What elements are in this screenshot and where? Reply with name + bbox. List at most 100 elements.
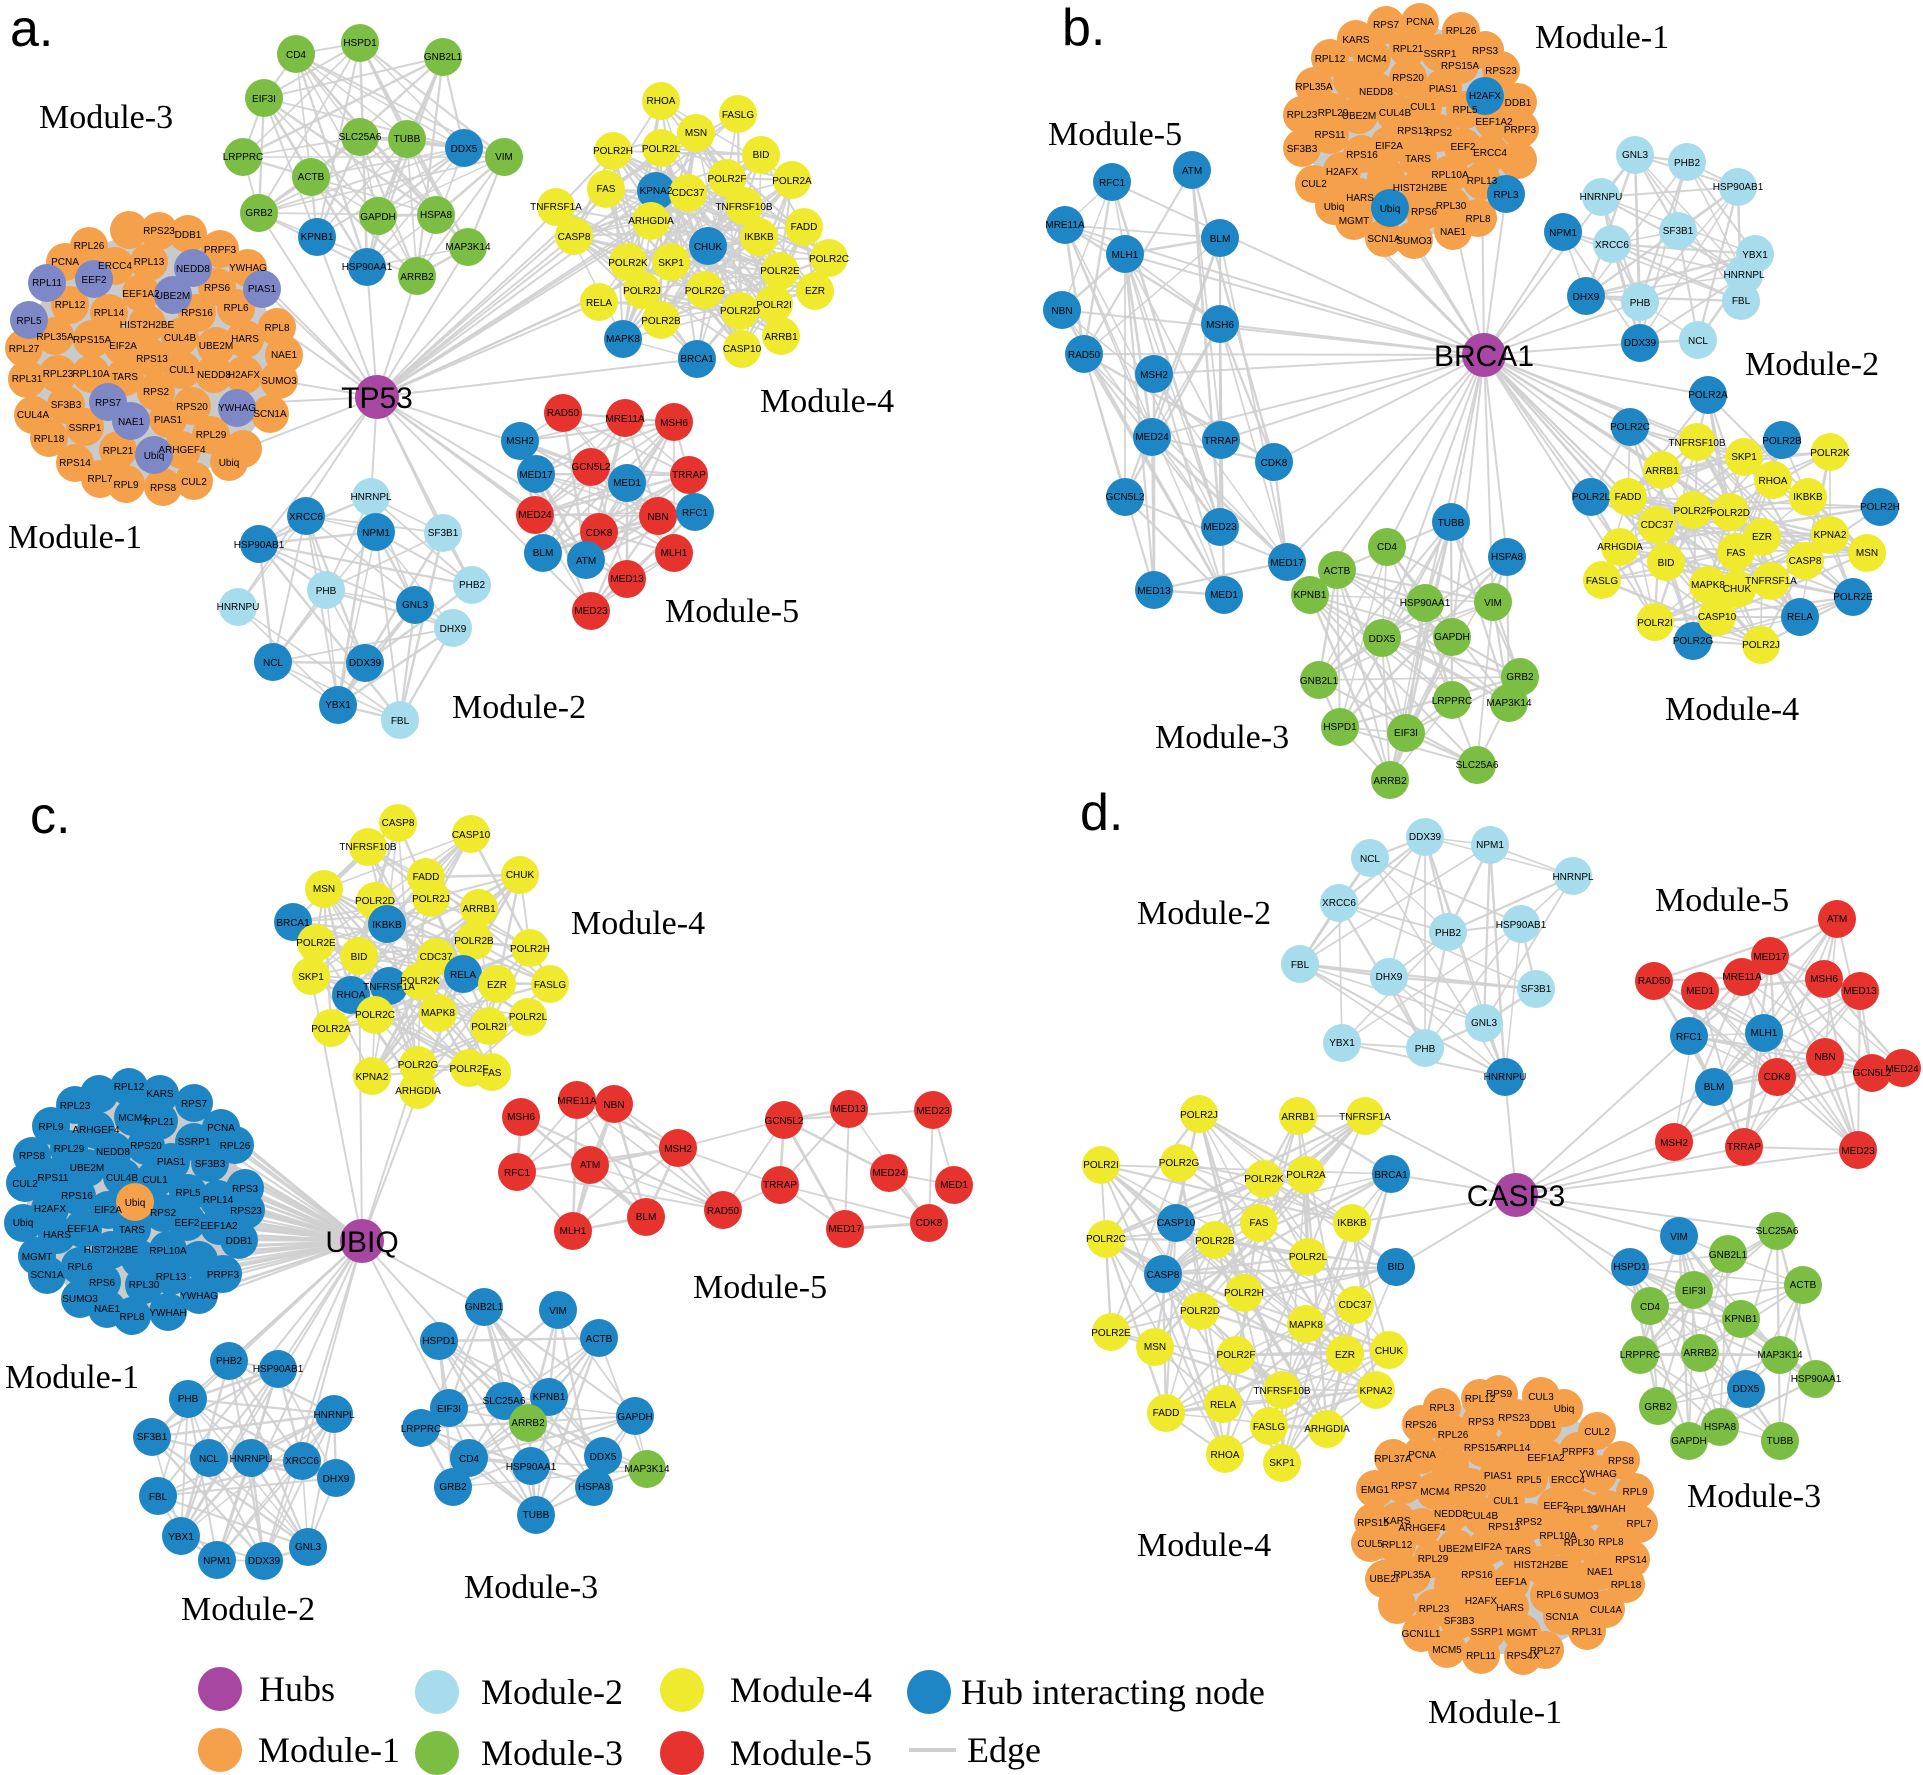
svg-text:Ubiq: Ubiq <box>1554 1404 1575 1415</box>
svg-text:VIM: VIM <box>1670 1232 1688 1243</box>
svg-text:TRRAP: TRRAP <box>672 470 706 481</box>
svg-text:EIF2A: EIF2A <box>109 341 137 352</box>
svg-text:RPL29: RPL29 <box>196 430 227 441</box>
svg-text:ERCC4: ERCC4 <box>1551 1475 1585 1486</box>
svg-text:POLR2C: POLR2C <box>1086 1234 1126 1245</box>
svg-text:HIST2H2BE: HIST2H2BE <box>84 1245 139 1256</box>
svg-text:YBX1: YBX1 <box>325 700 351 711</box>
svg-text:POLR2E: POLR2E <box>1833 592 1873 603</box>
svg-text:TNFRSF10B: TNFRSF10B <box>1668 438 1726 449</box>
svg-text:Ubiq: Ubiq <box>144 451 165 462</box>
svg-text:POLR2B: POLR2B <box>454 936 494 947</box>
svg-text:SF3B3: SF3B3 <box>51 400 82 411</box>
svg-text:MED1: MED1 <box>1210 590 1238 601</box>
svg-text:POLR2I: POLR2I <box>756 300 792 311</box>
svg-text:RHOA: RHOA <box>647 96 676 107</box>
svg-text:MLH1: MLH1 <box>1751 1028 1778 1039</box>
svg-text:NAE1: NAE1 <box>1587 1567 1614 1578</box>
svg-text:MSH2: MSH2 <box>1660 1138 1688 1149</box>
svg-text:HSP90AB1: HSP90AB1 <box>234 540 285 551</box>
svg-text:TRRAP: TRRAP <box>763 1180 797 1191</box>
svg-text:BRCA1: BRCA1 <box>1434 340 1534 373</box>
svg-text:SLC25A6: SLC25A6 <box>1756 1226 1799 1237</box>
svg-text:POLR2L: POLR2L <box>642 144 681 155</box>
svg-text:Module-1: Module-1 <box>5 1359 139 1396</box>
svg-text:SCN1A: SCN1A <box>1545 1612 1579 1623</box>
svg-text:TUBB: TUBB <box>1767 1436 1794 1447</box>
svg-text:RPL6: RPL6 <box>1536 1590 1561 1601</box>
svg-text:FBL: FBL <box>1291 960 1310 971</box>
svg-text:HNRNPU: HNRNPU <box>1580 192 1623 203</box>
svg-text:MSH6: MSH6 <box>660 418 688 429</box>
svg-text:RPL14: RPL14 <box>1500 1443 1531 1454</box>
svg-text:GNB2L1: GNB2L1 <box>1300 676 1339 687</box>
svg-text:RPL35A: RPL35A <box>1393 1570 1431 1581</box>
svg-text:Module-5: Module-5 <box>730 1733 872 1773</box>
svg-text:HSP90AA1: HSP90AA1 <box>1791 1374 1842 1385</box>
svg-text:SF3B1: SF3B1 <box>428 528 459 539</box>
svg-text:RAD50: RAD50 <box>547 408 580 419</box>
svg-text:RPS15A: RPS15A <box>73 335 112 346</box>
svg-text:DHX9: DHX9 <box>323 1474 350 1485</box>
svg-text:POLR2G: POLR2G <box>1159 1158 1200 1169</box>
svg-text:CUL4B: CUL4B <box>106 1173 139 1184</box>
svg-text:MED17: MED17 <box>828 1224 862 1235</box>
svg-text:RPL9: RPL9 <box>38 1122 63 1133</box>
svg-text:d.: d. <box>1080 784 1123 842</box>
svg-text:HNRNPL: HNRNPL <box>1723 270 1765 281</box>
svg-text:RPS3: RPS3 <box>1472 46 1499 57</box>
svg-text:POLR2G: POLR2G <box>1673 636 1714 647</box>
svg-text:RPL18: RPL18 <box>1611 1580 1642 1591</box>
svg-text:CASP10: CASP10 <box>1698 612 1737 623</box>
svg-text:RPL29: RPL29 <box>1418 1554 1449 1565</box>
svg-text:RAD50: RAD50 <box>1068 350 1101 361</box>
svg-text:NCL: NCL <box>1688 336 1708 347</box>
svg-text:IKBKB: IKBKB <box>372 920 402 931</box>
svg-text:EIF2A: EIF2A <box>1474 1542 1502 1553</box>
svg-text:RPL3: RPL3 <box>1429 1403 1454 1414</box>
svg-text:RPL13: RPL13 <box>156 1272 187 1283</box>
svg-text:MSN: MSN <box>1856 548 1878 559</box>
svg-text:EIF3I: EIF3I <box>1682 1286 1706 1297</box>
svg-text:DDX5: DDX5 <box>1733 1384 1760 1395</box>
svg-text:POLR2D: POLR2D <box>720 306 760 317</box>
svg-text:RPL26: RPL26 <box>1446 26 1477 37</box>
svg-text:Module-2: Module-2 <box>181 1591 315 1628</box>
svg-text:ARRB2: ARRB2 <box>400 272 434 283</box>
svg-text:Module-2: Module-2 <box>1137 895 1271 932</box>
svg-text:RPL26: RPL26 <box>1438 1430 1469 1441</box>
svg-text:NAE1: NAE1 <box>1440 227 1467 238</box>
svg-text:b.: b. <box>1062 0 1105 57</box>
svg-text:RPS8: RPS8 <box>1608 1456 1635 1467</box>
svg-text:RPL8: RPL8 <box>1465 214 1490 225</box>
svg-text:NAE1: NAE1 <box>271 350 298 361</box>
svg-text:GCN5L2: GCN5L2 <box>572 462 611 473</box>
svg-text:Module-4: Module-4 <box>1665 691 1799 728</box>
svg-text:MSH2: MSH2 <box>506 436 534 447</box>
svg-text:Module-3: Module-3 <box>1687 1478 1821 1515</box>
svg-text:POLR2D: POLR2D <box>1710 508 1750 519</box>
svg-text:TARS: TARS <box>112 372 138 383</box>
svg-text:ARRB2: ARRB2 <box>1683 1348 1717 1359</box>
svg-text:PIAS1: PIAS1 <box>1484 1471 1513 1482</box>
svg-text:NEDD8: NEDD8 <box>96 1147 130 1158</box>
svg-text:RPS7: RPS7 <box>95 398 122 409</box>
svg-text:SUMO3: SUMO3 <box>62 1294 98 1305</box>
svg-text:MAP3K14: MAP3K14 <box>445 242 490 253</box>
svg-text:MED13: MED13 <box>832 1104 866 1115</box>
svg-text:YWHAG: YWHAG <box>180 1291 218 1302</box>
svg-text:NCL: NCL <box>1360 854 1380 865</box>
svg-text:PHB: PHB <box>1630 298 1651 309</box>
svg-text:HSPD1: HSPD1 <box>1323 722 1357 733</box>
svg-text:EZR: EZR <box>1335 1350 1355 1361</box>
svg-text:HSP90AA1: HSP90AA1 <box>342 262 393 273</box>
svg-text:MED13: MED13 <box>1843 986 1877 997</box>
svg-text:RPS4X: RPS4X <box>1507 1651 1540 1662</box>
svg-text:EEF2: EEF2 <box>1543 1501 1568 1512</box>
svg-text:RAD50: RAD50 <box>1638 976 1671 987</box>
svg-text:CHUK: CHUK <box>1375 1346 1404 1357</box>
svg-text:POLR2K: POLR2K <box>1810 448 1850 459</box>
svg-text:RPL5: RPL5 <box>175 1188 200 1199</box>
svg-text:RPL10A: RPL10A <box>1539 1531 1577 1542</box>
svg-text:MGMT: MGMT <box>1507 1628 1538 1639</box>
